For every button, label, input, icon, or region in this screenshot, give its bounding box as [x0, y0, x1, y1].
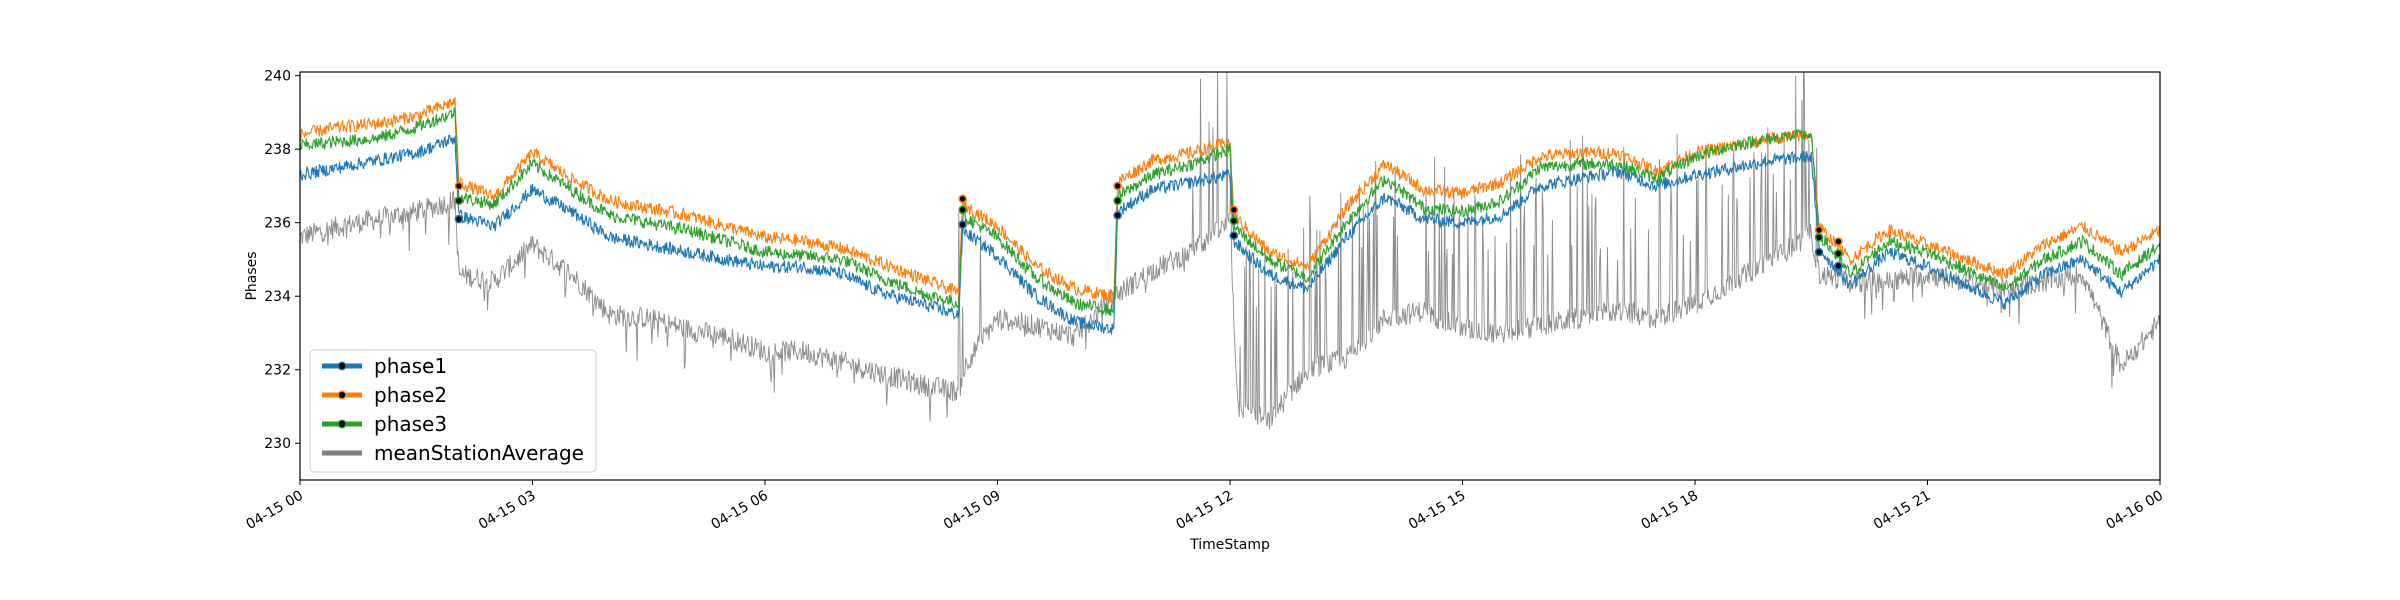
legend-item-phase2: phase2: [322, 383, 447, 407]
data-point-phase2: [1834, 237, 1843, 246]
legend-item-phase1: phase1: [322, 354, 447, 378]
data-point-phase2: [1814, 225, 1824, 235]
y-axis: 230 232 234 236 238 240: [264, 69, 300, 452]
series-layer: [300, 72, 2160, 430]
data-point-phase1: [1814, 247, 1824, 257]
series-line-phase3: [300, 107, 2160, 316]
data-point-phase2: [958, 194, 967, 204]
legend-box: [309, 349, 597, 473]
y-tick-label: 232: [264, 363, 291, 379]
legend-label: phase2: [374, 383, 447, 407]
data-point-phase3: [1113, 196, 1122, 205]
legend-item-phase3: phase3: [322, 412, 447, 436]
y-axis-label: Phases: [244, 251, 260, 300]
data-point-phase3: [454, 196, 464, 205]
y-tick-label: 240: [264, 69, 291, 85]
data-point-phase2: [1113, 181, 1122, 191]
data-point-phase1: [1113, 211, 1122, 220]
y-tick-label: 236: [264, 216, 291, 232]
y-tick-label: 238: [264, 142, 291, 158]
legend-item-meanStationAverage: meanStationAverage: [322, 441, 584, 465]
legend-marker: [337, 419, 347, 429]
data-point-phase2: [1229, 205, 1239, 215]
y-tick-label: 234: [264, 289, 291, 305]
series-line-meanStationAverage: [300, 72, 2160, 430]
data-point-phase3: [958, 205, 967, 215]
x-axis-label: TimeStamp: [1189, 537, 1270, 553]
data-point-phase1: [454, 214, 464, 224]
y-tick-label: 230: [264, 436, 291, 452]
data-point-phase3: [1229, 216, 1239, 226]
legend-marker: [337, 361, 347, 371]
series-line-phase1: [300, 134, 2160, 335]
legend-label: phase3: [374, 412, 447, 436]
data-point-phase3: [1834, 249, 1843, 258]
data-point-phase1: [958, 220, 967, 229]
legend: phase1 phase2 phase3 meanStationAverage: [309, 349, 597, 473]
data-point-phase3: [1814, 233, 1824, 242]
legend-label: phase1: [374, 354, 447, 378]
marker-layer: [454, 181, 1843, 271]
data-point-phase1: [1834, 261, 1843, 271]
legend-marker: [337, 390, 347, 400]
data-point-phase1: [1229, 231, 1239, 240]
data-point-phase2: [454, 181, 464, 191]
legend-label: meanStationAverage: [374, 441, 584, 465]
